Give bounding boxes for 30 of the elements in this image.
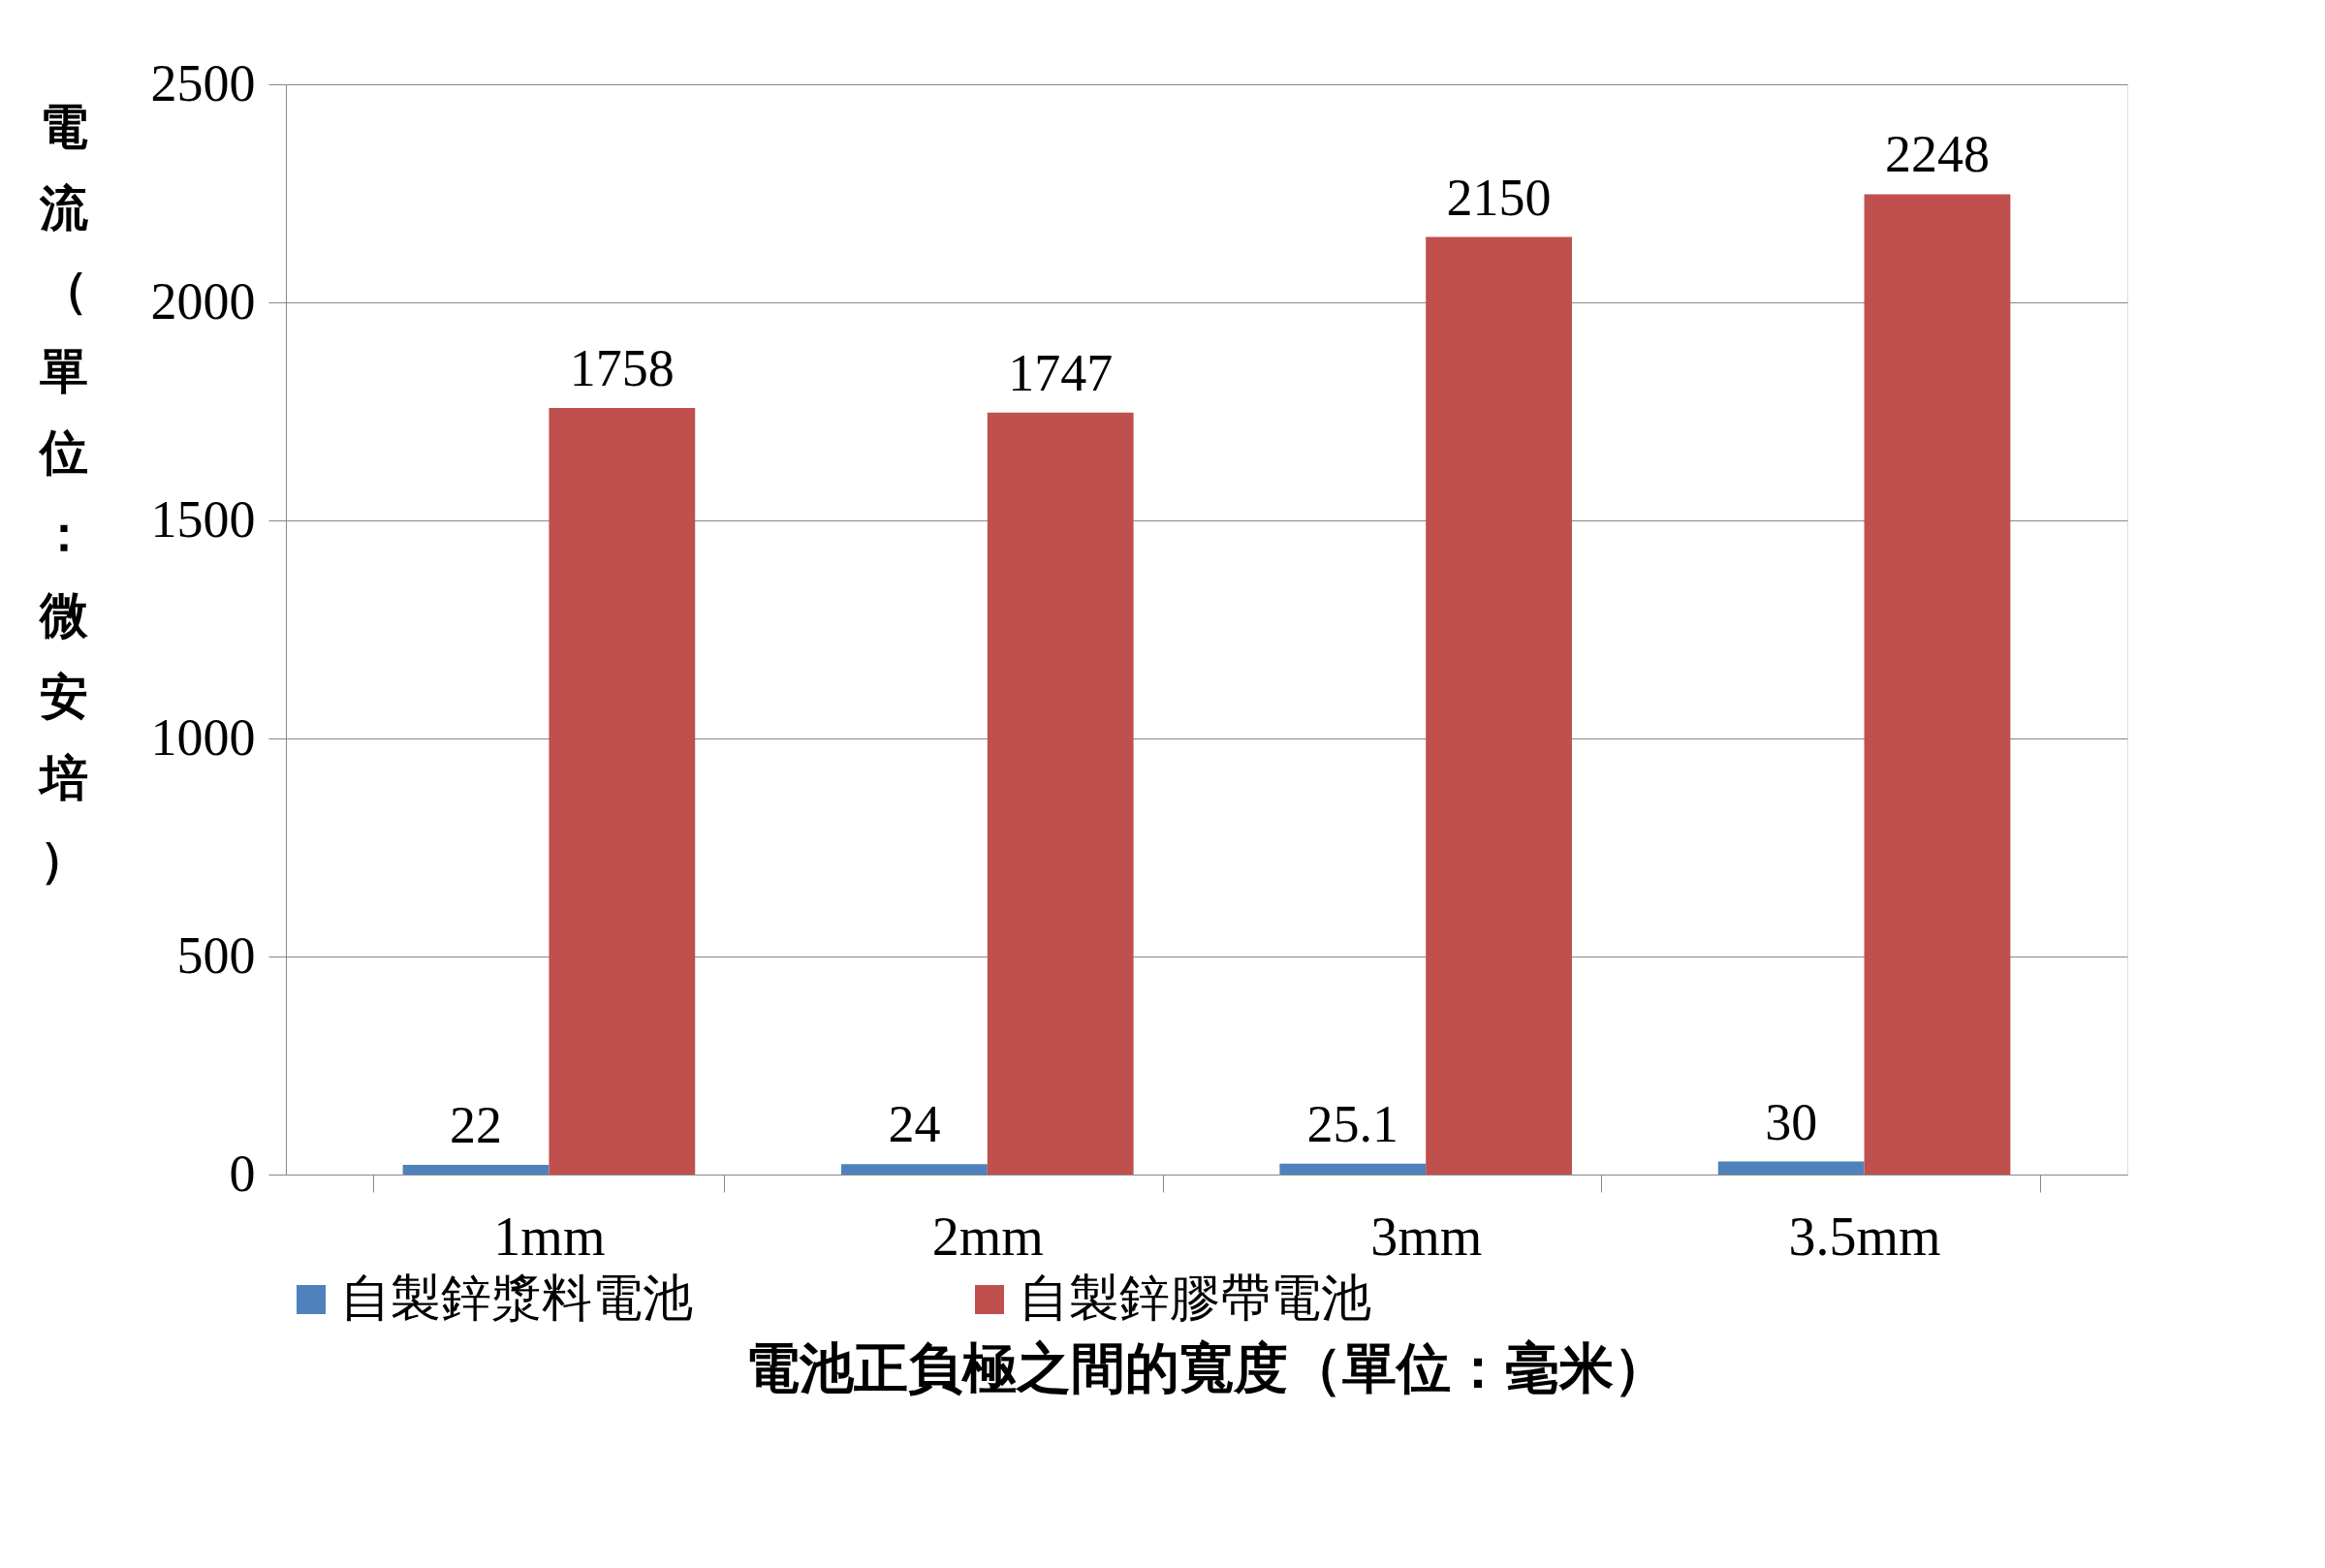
data-label: 2248 <box>1884 125 1990 184</box>
bar <box>402 1165 550 1175</box>
data-label: 1747 <box>1008 343 1114 402</box>
data-label: 1758 <box>569 338 675 397</box>
legend-label: 自製鋅膠帶電池 <box>1019 1269 1371 1327</box>
y-tick-label: 2000 <box>150 271 256 330</box>
bar <box>987 412 1134 1175</box>
x-tick-label: 3.5mm <box>1788 1206 1941 1267</box>
data-label: 2150 <box>1446 168 1552 227</box>
x-tick-label: 2mm <box>931 1206 1044 1267</box>
x-tick-label: 3mm <box>1370 1206 1483 1267</box>
x-tick-label: 1mm <box>493 1206 606 1267</box>
y-tick-label: 0 <box>229 1144 256 1203</box>
bar <box>1717 1161 1865 1175</box>
bar <box>1426 236 1572 1175</box>
data-label: 22 <box>450 1096 503 1155</box>
data-label: 30 <box>1765 1092 1818 1151</box>
bar <box>1864 194 2011 1175</box>
bar <box>549 407 696 1175</box>
y-tick-label: 1500 <box>150 489 256 549</box>
bar <box>841 1164 988 1175</box>
y-tick-label: 500 <box>176 925 256 985</box>
data-label: 25.1 <box>1306 1094 1399 1153</box>
x-axis-title: 電池正負極之間的寬度（單位：毫米） <box>745 1336 1668 1399</box>
legend-label: 自製鋅漿料電池 <box>340 1269 693 1327</box>
text: 電流（單位：微安培） <box>39 98 88 888</box>
data-label: 24 <box>888 1095 941 1154</box>
bar <box>1279 1163 1427 1175</box>
y-tick-label: 2500 <box>150 53 256 112</box>
y-tick-label: 1000 <box>150 707 256 767</box>
